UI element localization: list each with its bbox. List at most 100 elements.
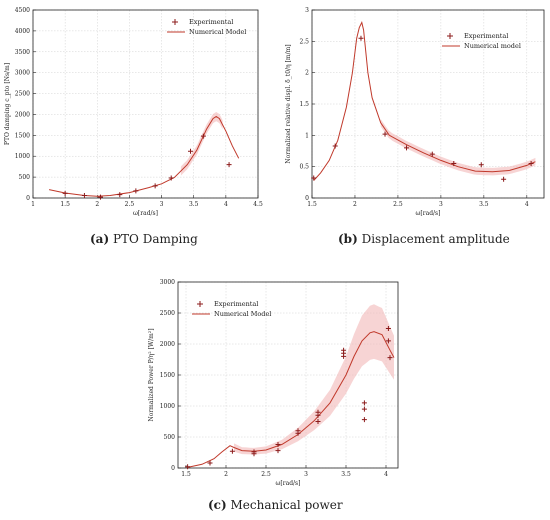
- y-tick-label: 1: [305, 132, 309, 139]
- legend-model-label: Numerical Model: [189, 28, 246, 36]
- y-tick-label: 0: [171, 465, 175, 472]
- chart-b: 0 0.5 1 1.5 2 2.5 3 1.5 2 2.5 3 3.5 4 ω[rad/s] Normali…: [285, 7, 545, 217]
- y-tick-label: 1000: [160, 403, 175, 410]
- experimental-point: [200, 133, 206, 139]
- experimental-point: [404, 145, 410, 151]
- experimental-point: [361, 400, 367, 406]
- x-tick-label: 2.5: [125, 201, 135, 208]
- caption-b-text: Displacement amplitude: [361, 232, 510, 246]
- x-tick-label: 4.5: [253, 201, 263, 208]
- experimental-point: [315, 409, 321, 415]
- y-tick-label: 0: [26, 195, 30, 202]
- x-axis-label: ω[rad/s]: [133, 210, 158, 217]
- legend-model-label: Numerical Model: [214, 310, 271, 318]
- experimental-point: [275, 441, 281, 447]
- y-tick-label: 1000: [15, 153, 30, 160]
- y-axis-label: Normalized relative displ. δ_t0/η [m/m]: [285, 44, 292, 163]
- x-tick-label: 4: [384, 471, 388, 478]
- x-tick-label: 1: [31, 201, 35, 208]
- chart-a: 0 500 1000 1500 2000 2500 3000 3500 4000 4500 1 1.5…: [4, 7, 263, 217]
- y-tick-label: 3000: [15, 70, 30, 77]
- x-tick-label: 2: [95, 201, 99, 208]
- x-tick-label: 4: [224, 201, 228, 208]
- legend-experimental-marker: [172, 19, 178, 25]
- caption-c-text: Mechanical power: [230, 498, 343, 512]
- y-tick-label: 2500: [15, 91, 30, 98]
- y-tick-label: 4500: [15, 7, 30, 14]
- y-tick-label: 500: [164, 434, 176, 441]
- experimental-point: [185, 464, 191, 470]
- experimental-point: [385, 338, 391, 344]
- experimental-point: [501, 176, 507, 182]
- uncertainty-band: [234, 304, 394, 455]
- x-tick-label: 1.5: [60, 201, 70, 208]
- y-tick-label: 0: [305, 195, 309, 202]
- experimental-point: [251, 449, 257, 455]
- experimental-point: [168, 175, 174, 181]
- experimental-point: [188, 148, 193, 154]
- caption-c-label: (c): [208, 498, 227, 512]
- experimental-point: [229, 448, 235, 454]
- y-tick-label: 1500: [15, 132, 30, 139]
- experimental-point: [62, 190, 68, 196]
- x-tick-label: 3.5: [341, 471, 351, 478]
- x-tick-label: 1.5: [307, 201, 317, 208]
- x-tick-label: 4: [525, 201, 529, 208]
- legend-experimental-marker: [197, 301, 203, 307]
- caption-a: (a) PTO Damping: [90, 232, 198, 246]
- y-tick-label: 2.5: [299, 38, 309, 45]
- x-tick-label: 2: [224, 471, 228, 478]
- legend-experimental-marker: [447, 33, 453, 39]
- y-tick-label: 1.5: [299, 101, 309, 108]
- experimental-point: [275, 448, 281, 454]
- x-axis-label: ω[rad/s]: [276, 480, 301, 487]
- legend-experimental-label: Experimental: [189, 18, 233, 26]
- caption-c: (c) Mechanical power: [208, 498, 343, 512]
- experimental-point: [387, 355, 393, 361]
- x-tick-label: 3.5: [479, 201, 489, 208]
- uncertainty-band: [180, 112, 223, 176]
- y-tick-label: 3500: [15, 49, 30, 56]
- legend-experimental-label: Experimental: [464, 32, 508, 40]
- x-tick-label: 3: [160, 201, 164, 208]
- y-tick-label: 4000: [15, 28, 30, 35]
- experimental-point: [81, 192, 87, 198]
- chart-c: 0 500 1000 1500 2000 2500 3000 1.5 2 2.5 3 3.5 4 ω[ra…: [148, 279, 399, 487]
- experimental-point: [451, 161, 457, 167]
- y-tick-label: 3000: [160, 279, 175, 286]
- x-tick-label: 2.5: [261, 471, 271, 478]
- experimental-point: [315, 419, 321, 424]
- caption-a-text: PTO Damping: [112, 232, 198, 246]
- legend-model-label: Numerical model: [464, 42, 521, 50]
- experimental-point: [133, 188, 139, 194]
- experimental-point: [361, 406, 367, 412]
- x-tick-label: 3: [439, 201, 443, 208]
- y-tick-label: 0.5: [299, 164, 309, 171]
- y-tick-label: 3: [305, 7, 309, 14]
- y-tick-label: 2500: [160, 310, 175, 317]
- experimental-point: [382, 131, 388, 137]
- x-tick-label: 2.5: [393, 201, 403, 208]
- y-axis-label: Normalized Power P/η² [W/m²]: [148, 328, 155, 421]
- experimental-point: [361, 417, 367, 423]
- x-tick-label: 3: [304, 471, 308, 478]
- experimental-point: [207, 460, 213, 466]
- experimental-point: [429, 151, 435, 157]
- caption-b-label: (b): [338, 232, 358, 246]
- y-tick-label: 500: [19, 174, 31, 181]
- y-tick-label: 2000: [160, 341, 175, 348]
- caption-b: (b) Displacement amplitude: [338, 232, 510, 246]
- y-axis-label: PTO damping c_pto [Ns/m]: [4, 63, 11, 145]
- experimental-point: [152, 183, 158, 189]
- experimental-point: [478, 162, 484, 168]
- caption-a-label: (a): [90, 232, 110, 246]
- experimental-point: [341, 347, 347, 353]
- y-tick-label: 1500: [160, 372, 175, 379]
- plot-frame: [32, 9, 259, 199]
- model-series-line: [48, 115, 240, 197]
- legend-experimental-label: Experimental: [214, 300, 258, 308]
- experimental-point: [332, 143, 338, 149]
- x-tick-label: 2: [353, 201, 357, 208]
- x-axis-label: ω[rad/s]: [416, 210, 441, 217]
